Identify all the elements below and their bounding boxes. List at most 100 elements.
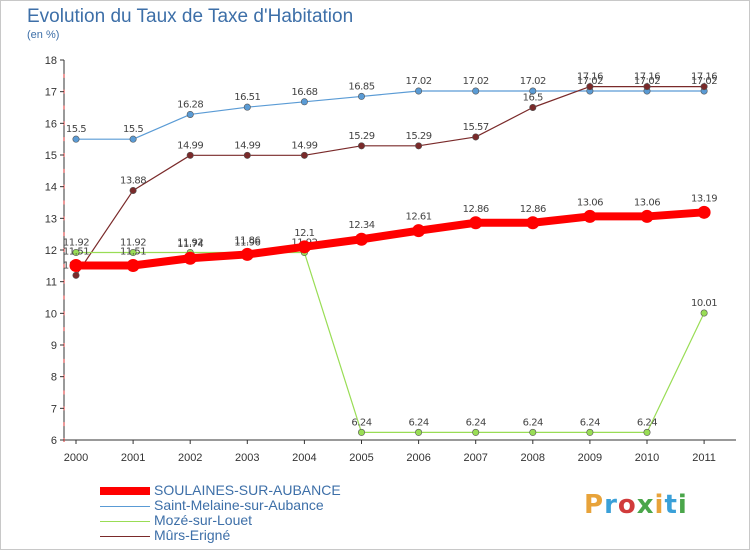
data-point	[129, 186, 137, 194]
chart-title: Evolution du Taux de Taxe d'Habitation	[27, 6, 354, 27]
x-tick-label: 2002	[178, 452, 202, 464]
chart-subtitle: (en %)	[27, 29, 60, 41]
data-point	[72, 135, 80, 143]
data-point	[240, 247, 254, 261]
data-label: 6.24	[466, 417, 486, 428]
x-tick-label: 2009	[578, 452, 602, 464]
data-label: 13.06	[577, 197, 603, 208]
data-point	[355, 232, 368, 246]
data-label: 17.16	[691, 72, 717, 83]
data-label: 11.92	[177, 238, 203, 249]
legend-swatch-soulaines	[100, 487, 150, 495]
data-point	[526, 216, 540, 230]
data-point	[700, 309, 708, 317]
data-label: 15.57	[463, 122, 489, 133]
data-point	[472, 87, 480, 95]
data-label: 13.19	[691, 193, 717, 204]
data-label: 6.24	[351, 417, 371, 428]
data-label: 16.68	[291, 87, 317, 98]
y-tick-label: 12	[45, 245, 57, 257]
series-line	[72, 208, 709, 270]
x-tick-label: 2000	[64, 452, 88, 464]
y-tick-label: 14	[45, 182, 57, 194]
data-point	[72, 249, 80, 257]
data-point	[583, 209, 597, 223]
data-point	[415, 87, 423, 95]
series-line	[75, 85, 705, 276]
data-label: 6.24	[523, 417, 543, 428]
y-tick-label: 15	[45, 150, 57, 162]
x-tick-label: 2010	[635, 452, 659, 464]
logo-letter: x	[636, 490, 655, 520]
x-tick-label: 2005	[349, 452, 373, 464]
data-point	[643, 83, 651, 91]
data-label: 17.16	[577, 72, 603, 83]
logo-letter: r	[604, 490, 618, 520]
logo-letter: i	[654, 490, 665, 520]
data-point	[529, 104, 537, 112]
logo-letter: o	[617, 490, 637, 520]
x-tick-label: 2011	[692, 452, 716, 464]
y-tick-label: 13	[45, 213, 57, 225]
data-label: 12.86	[463, 204, 489, 215]
logo-letter: P	[584, 490, 605, 520]
data-label: 17.02	[634, 76, 660, 87]
legend-label-saint-melaine: Saint-Melaine-sur-Aubance	[154, 497, 324, 513]
data-point	[300, 98, 308, 106]
data-point	[357, 428, 365, 436]
data-point	[472, 133, 480, 141]
y-tick-label: 9	[51, 340, 57, 352]
data-label: 15.29	[348, 131, 374, 142]
data-point	[129, 249, 137, 257]
data-label: 16.5	[523, 93, 543, 104]
x-tick-label: 2004	[292, 452, 316, 464]
data-label: 12.1	[294, 228, 314, 239]
data-point	[586, 428, 594, 436]
data-label: 11.51	[63, 247, 89, 258]
data-label: 13.06	[634, 197, 660, 208]
data-label: 12.86	[520, 204, 546, 215]
data-label: 14.99	[291, 140, 317, 151]
data-label: 16.51	[234, 92, 260, 103]
data-point	[243, 103, 251, 111]
y-tick-label: 16	[45, 118, 57, 130]
data-label: 14.99	[234, 140, 260, 151]
legend-swatch-murs	[100, 536, 150, 537]
y-tick-label: 17	[45, 87, 57, 99]
data-point	[357, 92, 365, 100]
data-point	[469, 216, 483, 230]
data-point	[697, 205, 711, 219]
x-tick-label: 2007	[463, 452, 487, 464]
data-label: 15.5	[123, 124, 143, 135]
data-point	[640, 209, 654, 223]
y-tick-label: 11	[46, 277, 57, 289]
data-label: 17.02	[520, 76, 546, 87]
data-label: 15.29	[406, 131, 432, 142]
series-line	[75, 251, 705, 433]
data-label: 11.86	[234, 235, 260, 246]
data-label: 12.61	[406, 212, 432, 223]
legend-label-moze: Mozé-sur-Louet	[154, 512, 253, 528]
legend-swatch-moze	[100, 521, 150, 522]
data-label: 6.24	[637, 417, 657, 428]
series-line	[75, 90, 705, 140]
data-label: 11.92	[120, 238, 146, 249]
data-point	[357, 142, 365, 150]
data-label: 11.51	[120, 247, 146, 258]
data-label: 17.02	[406, 76, 432, 87]
data-point	[700, 83, 708, 91]
data-point	[586, 83, 594, 91]
data-point	[529, 87, 537, 95]
data-label: 11.92	[63, 238, 89, 249]
data-point	[297, 240, 311, 254]
data-label: 16.28	[177, 99, 203, 110]
data-label: 13.88	[120, 175, 146, 186]
x-tick-label: 2003	[235, 452, 259, 464]
x-tick-label: 2006	[406, 452, 430, 464]
data-point	[186, 151, 194, 159]
data-point	[472, 428, 480, 436]
data-point	[129, 135, 137, 143]
y-tick-label: 7	[51, 403, 57, 415]
